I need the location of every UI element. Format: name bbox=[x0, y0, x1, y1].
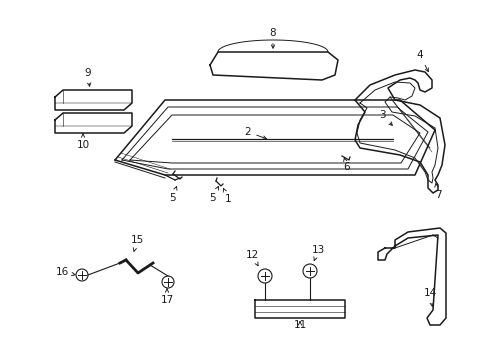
Text: 8: 8 bbox=[269, 28, 276, 48]
Text: 5: 5 bbox=[209, 186, 218, 203]
Text: 14: 14 bbox=[423, 288, 436, 306]
Text: 4: 4 bbox=[416, 50, 427, 72]
Text: 6: 6 bbox=[343, 158, 349, 172]
Text: 7: 7 bbox=[434, 184, 440, 200]
Text: 13: 13 bbox=[311, 245, 324, 261]
Text: 3: 3 bbox=[378, 110, 391, 125]
Text: 10: 10 bbox=[76, 134, 89, 150]
Text: 15: 15 bbox=[130, 235, 143, 251]
Text: 11: 11 bbox=[293, 320, 306, 330]
Text: 17: 17 bbox=[160, 289, 173, 305]
Text: 2: 2 bbox=[244, 127, 266, 139]
Text: 1: 1 bbox=[223, 188, 231, 204]
Text: 16: 16 bbox=[55, 267, 75, 277]
Text: 12: 12 bbox=[245, 250, 258, 266]
Text: 5: 5 bbox=[168, 186, 177, 203]
Text: 9: 9 bbox=[84, 68, 91, 86]
